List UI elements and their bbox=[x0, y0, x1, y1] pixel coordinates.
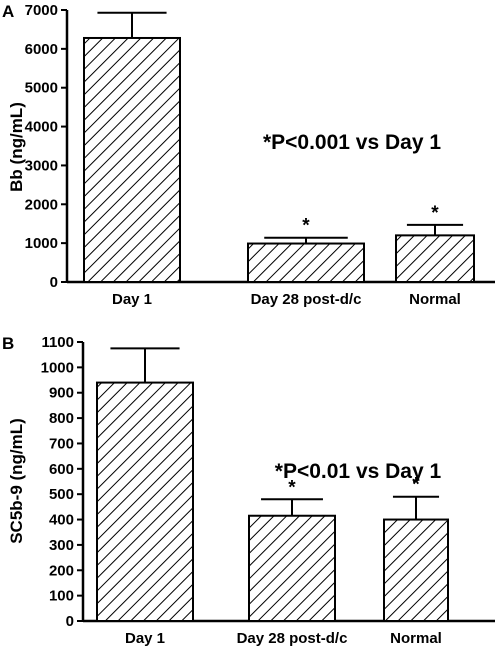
panel-b-y-axis-label: SC5b-9 (ng/mL) bbox=[7, 418, 26, 544]
panel-b-annotation: *P<0.01 vs Day 1 bbox=[275, 460, 442, 483]
panel-b-y-tick-label: 800 bbox=[49, 410, 74, 427]
panel-a-significance-star: * bbox=[431, 203, 439, 224]
panel-b-y-tick-label: 1100 bbox=[41, 334, 74, 351]
panel-a: A Bb (ng/mL) *P<0.001 vs Day 1 0 1000 2000… bbox=[2, 2, 495, 308]
panel-a-y-tick-label: 2000 bbox=[25, 196, 58, 213]
panel-a-significance-star: * bbox=[302, 216, 310, 237]
panel-a-bar bbox=[395, 234, 475, 283]
panel-b-x-tick-label: Day 28 post-d/c bbox=[237, 630, 348, 647]
panel-b-y-tick-label: 0 bbox=[66, 613, 74, 630]
panel-a-x-tick-label: Normal bbox=[409, 291, 461, 308]
panel-b: B SC5b-9 (ng/mL) *P<0.01 vs Day 1 0 100 20… bbox=[2, 334, 495, 647]
panel-a-bar bbox=[247, 242, 365, 284]
panel-b-x-tick-label: Normal bbox=[390, 630, 442, 647]
panel-a-x-tick-label: Day 28 post-d/c bbox=[251, 291, 362, 308]
panel-b-y-tick-label: 600 bbox=[49, 461, 74, 478]
panel-a-letter: A bbox=[2, 2, 14, 21]
panel-a-y-tick-label: 5000 bbox=[25, 80, 58, 97]
panel-b-significance-star: * bbox=[288, 477, 296, 498]
panel-b-y-tick-label: 1000 bbox=[41, 359, 74, 376]
panel-b-y-tick-label: 100 bbox=[49, 588, 74, 605]
panel-b-y-tick-label: 200 bbox=[49, 562, 74, 579]
panel-b-bar bbox=[96, 381, 194, 622]
panel-b-y-tick-label: 500 bbox=[49, 486, 74, 503]
panel-b-bar bbox=[248, 514, 336, 622]
panel-a-x-tick-label: Day 1 bbox=[112, 291, 152, 308]
panel-b-y-tick-label: 400 bbox=[49, 512, 74, 529]
panel-a-y-tick-label: 1000 bbox=[25, 235, 58, 252]
panel-a-y-tick-label: 3000 bbox=[25, 157, 58, 174]
panel-a-bars: Day 1 Day 28 post-d/c * Normal * bbox=[83, 11, 475, 308]
panel-b-letter: B bbox=[2, 334, 14, 353]
panel-a-y-tick-label: 7000 bbox=[25, 2, 58, 19]
panel-a-bar bbox=[83, 36, 181, 283]
panel-b-significance-star: * bbox=[412, 475, 420, 496]
panel-b-x-tick-label: Day 1 bbox=[125, 630, 165, 647]
panel-b-y-tick-label: 300 bbox=[49, 537, 74, 554]
panel-b-y-tick-label: 900 bbox=[49, 385, 74, 402]
panel-b-bars: Day 1 Day 28 post-d/c * Normal * bbox=[96, 347, 449, 647]
panel-b-bar bbox=[383, 518, 449, 623]
panel-a-y-tick-label: 4000 bbox=[25, 119, 58, 136]
panel-a-y-tick-label: 0 bbox=[50, 274, 58, 291]
panel-a-y-tick-label: 6000 bbox=[25, 41, 58, 58]
panel-a-annotation: *P<0.001 vs Day 1 bbox=[263, 131, 441, 154]
panel-a-y-axis-label: Bb (ng/mL) bbox=[7, 102, 26, 192]
panel-b-y-tick-label: 700 bbox=[49, 435, 74, 452]
